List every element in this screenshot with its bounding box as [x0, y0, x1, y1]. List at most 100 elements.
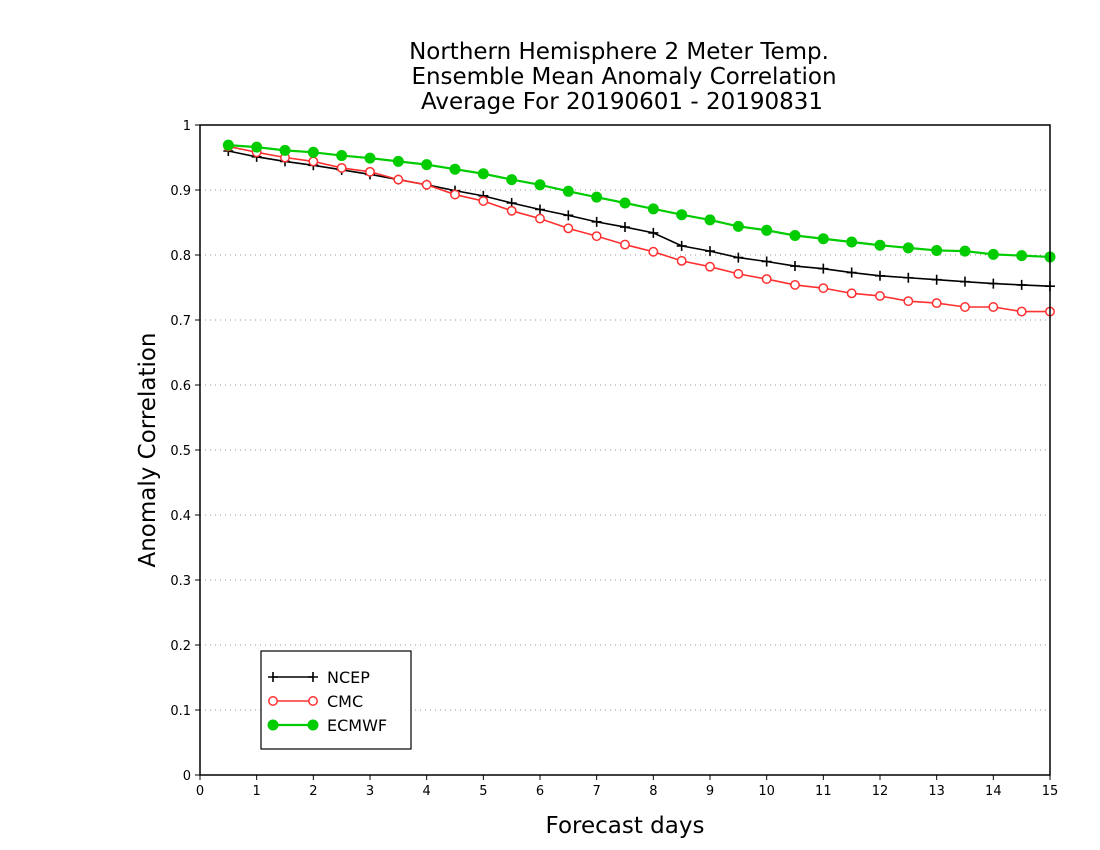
x-tick-label: 1 [253, 784, 261, 799]
series-line-ncep [228, 150, 1051, 287]
data-point-ecmwf [279, 144, 291, 156]
data-point-ecmwf [931, 244, 943, 256]
series-ncep [223, 146, 1055, 292]
legend-swatch-marker [307, 719, 319, 731]
data-point-ncep [846, 267, 857, 278]
series-layer [222, 139, 1056, 317]
x-tick-label: 6 [536, 784, 544, 799]
x-tick-label: 13 [928, 784, 945, 799]
data-point-cmc [818, 283, 829, 294]
y-axis-ticks: 0 0.1 0.2 0.3 0.4 0.5 0.6 0.7 0.8 0.9 1 [170, 119, 200, 784]
data-point-cmc [705, 261, 715, 272]
data-point-cmc [563, 223, 574, 234]
y-tick-label: 0.3 [170, 574, 191, 589]
data-point-ecmwf [364, 152, 376, 164]
data-point-cmc [733, 268, 744, 279]
data-point-ecmwf [307, 146, 319, 158]
data-point-cmc [365, 166, 375, 177]
y-axis-title: Anomaly Correlation [135, 332, 161, 567]
x-tick-label: 9 [706, 784, 714, 799]
data-point-ecmwf [959, 245, 971, 257]
data-point-ecmwf [449, 163, 461, 175]
data-point-ncep [648, 227, 659, 238]
data-point-ecmwf [761, 224, 773, 236]
data-point-ecmwf [704, 214, 716, 226]
y-tick-label: 0.4 [170, 509, 191, 524]
legend-item-ncep: NCEP [268, 668, 370, 687]
data-point-ncep [1016, 279, 1027, 290]
data-point-cmc [676, 255, 687, 266]
chart-title-line-1: Northern Hemisphere 2 Meter Temp. [409, 39, 829, 65]
data-point-ncep [903, 272, 914, 283]
data-point-cmc [648, 246, 659, 257]
x-tick-label: 14 [985, 784, 1002, 799]
gridlines [200, 189, 1050, 711]
data-point-ecmwf [1016, 250, 1028, 262]
legend-label-cmc: CMC [327, 692, 363, 711]
data-point-cmc [506, 205, 517, 216]
data-point-cmc [1016, 306, 1027, 317]
data-point-ecmwf [676, 209, 688, 221]
y-tick-label: 0.6 [170, 379, 191, 394]
x-tick-label: 11 [815, 784, 832, 799]
data-point-cmc [478, 196, 489, 207]
data-point-ecmwf [392, 155, 404, 167]
data-point-ncep [591, 216, 602, 227]
data-point-cmc [308, 156, 319, 167]
legend-swatch-marker [267, 719, 279, 731]
data-point-ncep [705, 246, 715, 257]
legend-swatch-marker [308, 672, 318, 682]
x-tick-label: 2 [309, 784, 317, 799]
data-point-cmc [393, 174, 404, 185]
legend-item-ecmwf: ECMWF [267, 716, 387, 735]
x-tick-label: 0 [196, 784, 204, 799]
data-point-cmc [988, 302, 999, 312]
legend-label-ncep: NCEP [327, 668, 370, 687]
data-point-ecmwf [591, 191, 603, 203]
data-point-ecmwf [336, 150, 348, 162]
data-point-ecmwf [902, 242, 914, 254]
data-point-ecmwf [251, 141, 263, 153]
chart-title-line-3: Average For 20190601 - 20190831 [421, 89, 823, 115]
data-point-cmc [846, 288, 857, 299]
data-point-ncep [733, 252, 744, 263]
data-point-cmc [591, 231, 602, 242]
data-point-cmc [620, 239, 630, 250]
legend-swatch-marker [308, 696, 318, 706]
data-point-ecmwf [732, 220, 744, 232]
x-tick-label: 4 [423, 784, 431, 799]
data-point-ncep [563, 210, 574, 221]
x-tick-label: 3 [366, 784, 374, 799]
data-point-ncep [761, 256, 772, 267]
data-point-ecmwf [562, 185, 574, 197]
data-point-ncep [676, 240, 687, 251]
data-point-ncep [790, 261, 800, 272]
plot-frame [199, 124, 1051, 776]
data-point-ncep [988, 278, 999, 289]
data-point-cmc [535, 213, 545, 224]
data-point-ecmwf [647, 203, 659, 215]
y-tick-label: 0.9 [170, 184, 191, 199]
series-line-ecmwf [228, 144, 1051, 259]
chart-title: Northern Hemisphere 2 Meter Temp. Ensemb… [409, 39, 836, 115]
y-tick-label: 0.7 [170, 314, 191, 329]
legend-box [260, 650, 412, 750]
data-point-ecmwf [421, 159, 433, 171]
x-axis-title: Forecast days [546, 813, 705, 839]
data-point-ecmwf [987, 248, 999, 260]
data-point-ecmwf [619, 197, 631, 209]
data-point-ecmwf [874, 239, 886, 251]
y-tick-label: 0.5 [170, 444, 191, 459]
data-point-ecmwf [846, 236, 858, 248]
data-point-cmc [931, 298, 942, 309]
data-point-cmc [790, 279, 800, 290]
chart-title-line-2: Ensemble Mean Anomaly Correlation [411, 64, 836, 90]
x-tick-label: 7 [593, 784, 601, 799]
data-point-cmc [421, 179, 432, 190]
data-point-cmc [960, 302, 970, 312]
x-tick-label: 15 [1042, 784, 1059, 799]
data-point-ecmwf [789, 230, 801, 241]
data-point-ncep [620, 222, 630, 233]
series-cmc [223, 141, 1055, 317]
